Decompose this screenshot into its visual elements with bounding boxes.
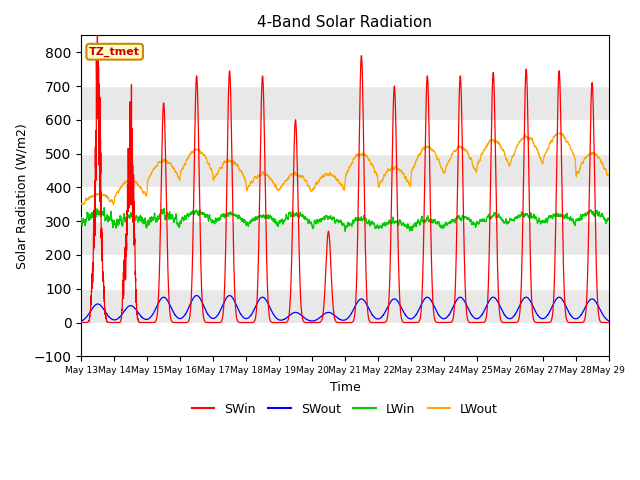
SWin [93, 29, 101, 35]
LWout [109, 202, 117, 207]
LWout [554, 131, 561, 136]
Bar [81, 86, 609, 120]
LWout [490, 137, 497, 143]
SWout [393, 297, 401, 303]
SWin [605, 320, 612, 325]
LWout [605, 172, 612, 178]
SWout [605, 318, 612, 324]
SWin [143, 320, 151, 325]
LWin [341, 228, 349, 234]
Text: TZ_tmet: TZ_tmet [89, 47, 140, 57]
Bar [81, 221, 609, 255]
SWin [516, 313, 524, 319]
LWin [490, 212, 497, 217]
LWin [529, 215, 537, 220]
SWout [187, 300, 195, 306]
SWin [393, 168, 401, 174]
SWout [515, 303, 523, 309]
LWin [365, 219, 372, 225]
SWin [490, 72, 497, 77]
SWin [529, 314, 537, 320]
LWout [77, 201, 85, 207]
LWout [529, 139, 537, 145]
SWout [365, 305, 372, 311]
SWout [77, 318, 85, 324]
Bar [81, 154, 609, 187]
Line: SWout: SWout [81, 296, 609, 321]
SWout [490, 294, 497, 300]
Line: LWout: LWout [81, 133, 609, 204]
SWout [529, 303, 537, 309]
SWin [365, 314, 372, 320]
LWin [187, 211, 195, 216]
LWin [393, 218, 401, 224]
LWout [515, 139, 523, 145]
Line: SWin: SWin [81, 32, 609, 323]
SWout [193, 293, 200, 299]
LWin [100, 205, 108, 211]
LWout [187, 150, 195, 156]
Bar [81, 289, 609, 323]
Title: 4-Band Solar Radiation: 4-Band Solar Radiation [257, 15, 433, 30]
Y-axis label: Solar Radiation (W/m2): Solar Radiation (W/m2) [15, 123, 28, 269]
LWout [365, 157, 372, 163]
LWin [605, 216, 612, 222]
LWout [393, 165, 401, 171]
LWin [516, 213, 524, 219]
Line: LWin: LWin [81, 208, 609, 231]
Legend: SWin, SWout, LWin, LWout: SWin, SWout, LWin, LWout [187, 398, 503, 420]
SWin [77, 320, 85, 325]
LWin [77, 214, 85, 220]
SWin [187, 303, 195, 309]
X-axis label: Time: Time [330, 381, 360, 394]
